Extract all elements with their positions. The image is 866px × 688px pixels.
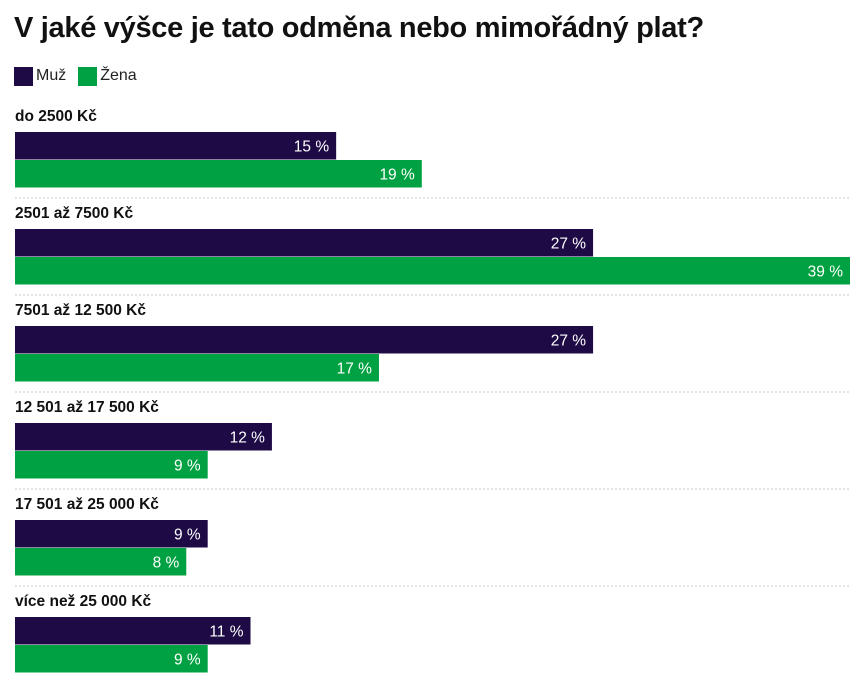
- value-label: 9 %: [174, 457, 201, 474]
- legend-swatch-zena: [78, 66, 98, 86]
- bar-muz: [15, 132, 337, 160]
- bar-zena: [15, 354, 379, 382]
- category-label: 12 501 až 17 500 Kč: [15, 399, 159, 416]
- bar-zena: [15, 451, 208, 479]
- category-label: 7501 až 12 500 Kč: [15, 302, 146, 319]
- value-label: 27 %: [551, 235, 587, 252]
- legend-swatch-muz: [14, 66, 33, 86]
- bar-muz: [15, 520, 208, 548]
- category-label: 17 501 až 25 000 Kč: [15, 496, 159, 513]
- bar-zena: [15, 257, 850, 285]
- value-label: 19 %: [379, 166, 415, 183]
- value-label: 8 %: [153, 554, 180, 571]
- value-label: 9 %: [174, 651, 201, 668]
- value-label: 27 %: [551, 332, 587, 349]
- bar-zena: [15, 548, 187, 576]
- legend-item-zena: Žena: [78, 66, 137, 86]
- bar-muz: [15, 423, 272, 451]
- bar-zena: [15, 645, 208, 673]
- value-label: 15 %: [294, 138, 330, 155]
- category-label: 2501 až 7500 Kč: [15, 205, 133, 222]
- category-label: do 2500 Kč: [15, 108, 97, 125]
- value-label: 39 %: [808, 263, 844, 280]
- bar-zena: [15, 160, 422, 188]
- bar-muz: [15, 229, 594, 257]
- value-label: 9 %: [174, 526, 201, 543]
- value-label: 11 %: [209, 623, 243, 640]
- legend-label-muz: Muž: [36, 67, 67, 84]
- legend-item-muz: Muž: [14, 66, 67, 86]
- chart-title: V jaké výšce je tato odměna nebo mimořád…: [14, 12, 704, 44]
- bar-muz: [15, 617, 251, 645]
- value-label: 17 %: [337, 360, 373, 377]
- category-label: více než 25 000 Kč: [15, 593, 152, 610]
- legend-label-zena: Žena: [100, 67, 137, 84]
- value-label: 12 %: [230, 429, 266, 446]
- bar-muz: [15, 326, 594, 354]
- legend: Muž Žena: [14, 66, 149, 86]
